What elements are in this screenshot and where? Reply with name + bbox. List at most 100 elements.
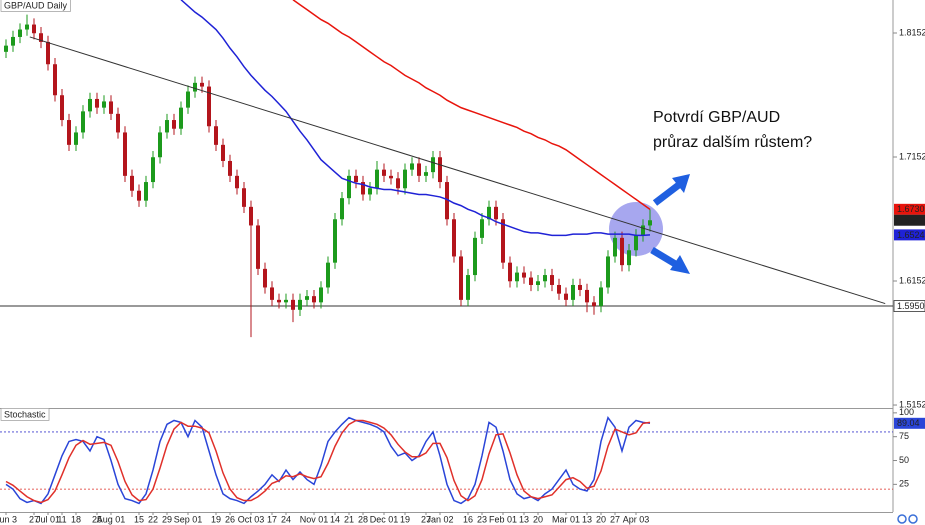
x-tick-label: Feb 01 <box>489 514 517 524</box>
series-line <box>180 0 651 237</box>
candle-body <box>550 275 554 285</box>
candle-body <box>200 82 204 87</box>
corner-icons <box>897 514 918 524</box>
price-marker-label: 1.6524 <box>897 230 925 240</box>
candle-body <box>277 299 281 303</box>
x-tick-label: Aug 01 <box>97 514 126 524</box>
y-tick-label: 25 <box>899 479 909 489</box>
candle-body <box>354 175 358 183</box>
x-tick-label: 16 <box>463 514 473 524</box>
x-tick-label: 22 <box>148 514 158 524</box>
candle-body <box>32 24 36 34</box>
candle-body <box>508 262 512 282</box>
y-tick-label: 1.6152 <box>899 275 925 285</box>
y-tick-label: 75 <box>899 431 909 441</box>
x-tick-label: 11 <box>57 514 66 524</box>
candle-body <box>557 284 561 294</box>
candle-body <box>606 256 610 288</box>
series-line <box>5 415 651 505</box>
candle-body <box>396 178 400 189</box>
x-tick-label: 13 <box>519 514 529 524</box>
x-tick-label: Jan 02 <box>426 514 453 524</box>
x-tick-label: Sep 01 <box>174 514 203 524</box>
arrow-up <box>652 181 683 206</box>
x-tick-label: 20 <box>596 514 606 524</box>
y-tick-label: 100 <box>899 407 914 417</box>
candle-body <box>158 132 162 158</box>
candle-body <box>613 237 617 257</box>
candle-body <box>144 182 148 201</box>
candle-body <box>256 225 260 269</box>
x-tick-label: 27 <box>610 514 620 524</box>
candle-body <box>375 169 379 189</box>
candles <box>4 14 652 338</box>
candle-body <box>116 113 120 133</box>
candle-body <box>473 237 477 276</box>
candle-body <box>305 296 309 300</box>
candle-body <box>11 36 15 46</box>
candle-body <box>536 281 540 285</box>
candle-body <box>452 219 456 257</box>
candle-body <box>165 120 169 133</box>
y-tick-label: 50 <box>899 455 909 465</box>
x-tick-label: 24 <box>281 514 291 524</box>
annotation: Potvrdí GBP/AUD <box>653 109 780 126</box>
arrow-head <box>670 255 690 274</box>
candle-body <box>242 188 246 207</box>
x-tick-label: 19 <box>400 514 410 524</box>
candle-body <box>403 169 407 189</box>
icon[interactable] <box>897 514 907 524</box>
candle-body <box>585 289 589 303</box>
candle-body <box>529 277 533 285</box>
candle-body <box>284 299 288 303</box>
candle-body <box>641 225 645 236</box>
y-tick-label: 1.5152 <box>899 399 925 409</box>
candle-body <box>214 126 218 145</box>
x-tick-label: 18 <box>71 514 81 524</box>
candle-body <box>438 157 442 183</box>
x-tick-label: Jul 01 <box>36 514 60 524</box>
candle-body <box>648 220 652 226</box>
candle-body <box>312 296 316 303</box>
candle-body <box>592 302 596 307</box>
candle-body <box>319 287 323 303</box>
candle-body <box>564 293 568 300</box>
y-tick-label: 1.8152 <box>899 27 925 37</box>
x-tick-label: Dec 01 <box>370 514 399 524</box>
icon[interactable] <box>908 514 918 524</box>
panel-title-box <box>0 0 71 12</box>
candle-body <box>445 182 449 220</box>
candle-body <box>228 160 232 176</box>
candle-body <box>193 82 197 92</box>
x-tick-label: 28 <box>358 514 368 524</box>
candle-body <box>130 175 134 191</box>
price-marker <box>894 203 925 215</box>
candle-body <box>298 299 302 310</box>
candle-body <box>620 237 624 266</box>
candle-body <box>543 275 547 282</box>
candle-body <box>368 188 372 195</box>
candle-body <box>417 163 421 176</box>
candle-body <box>459 256 463 300</box>
x-tick-label: 14 <box>330 514 340 524</box>
price-marker-label: 89.04 <box>897 418 920 428</box>
x-tick-label: Apr 03 <box>623 514 650 524</box>
x-tick-label: 20 <box>533 514 543 524</box>
x-tick-label: 27 <box>421 514 431 524</box>
x-tick-label: Mar 01 <box>552 514 580 524</box>
candle-body <box>389 175 393 179</box>
candle-body <box>522 272 526 278</box>
price-marker <box>894 417 925 429</box>
candle-body <box>4 45 8 52</box>
candle-body <box>627 250 631 266</box>
candle-body <box>270 287 274 300</box>
price-marker <box>894 229 925 241</box>
panel-title: GBP/AUD Daily <box>4 0 68 10</box>
candle-body <box>109 101 113 114</box>
price-marker-label: 1.5950 <box>897 301 925 311</box>
series-group <box>180 0 651 237</box>
price-marker <box>894 214 925 226</box>
trendline-group <box>29 36 886 305</box>
